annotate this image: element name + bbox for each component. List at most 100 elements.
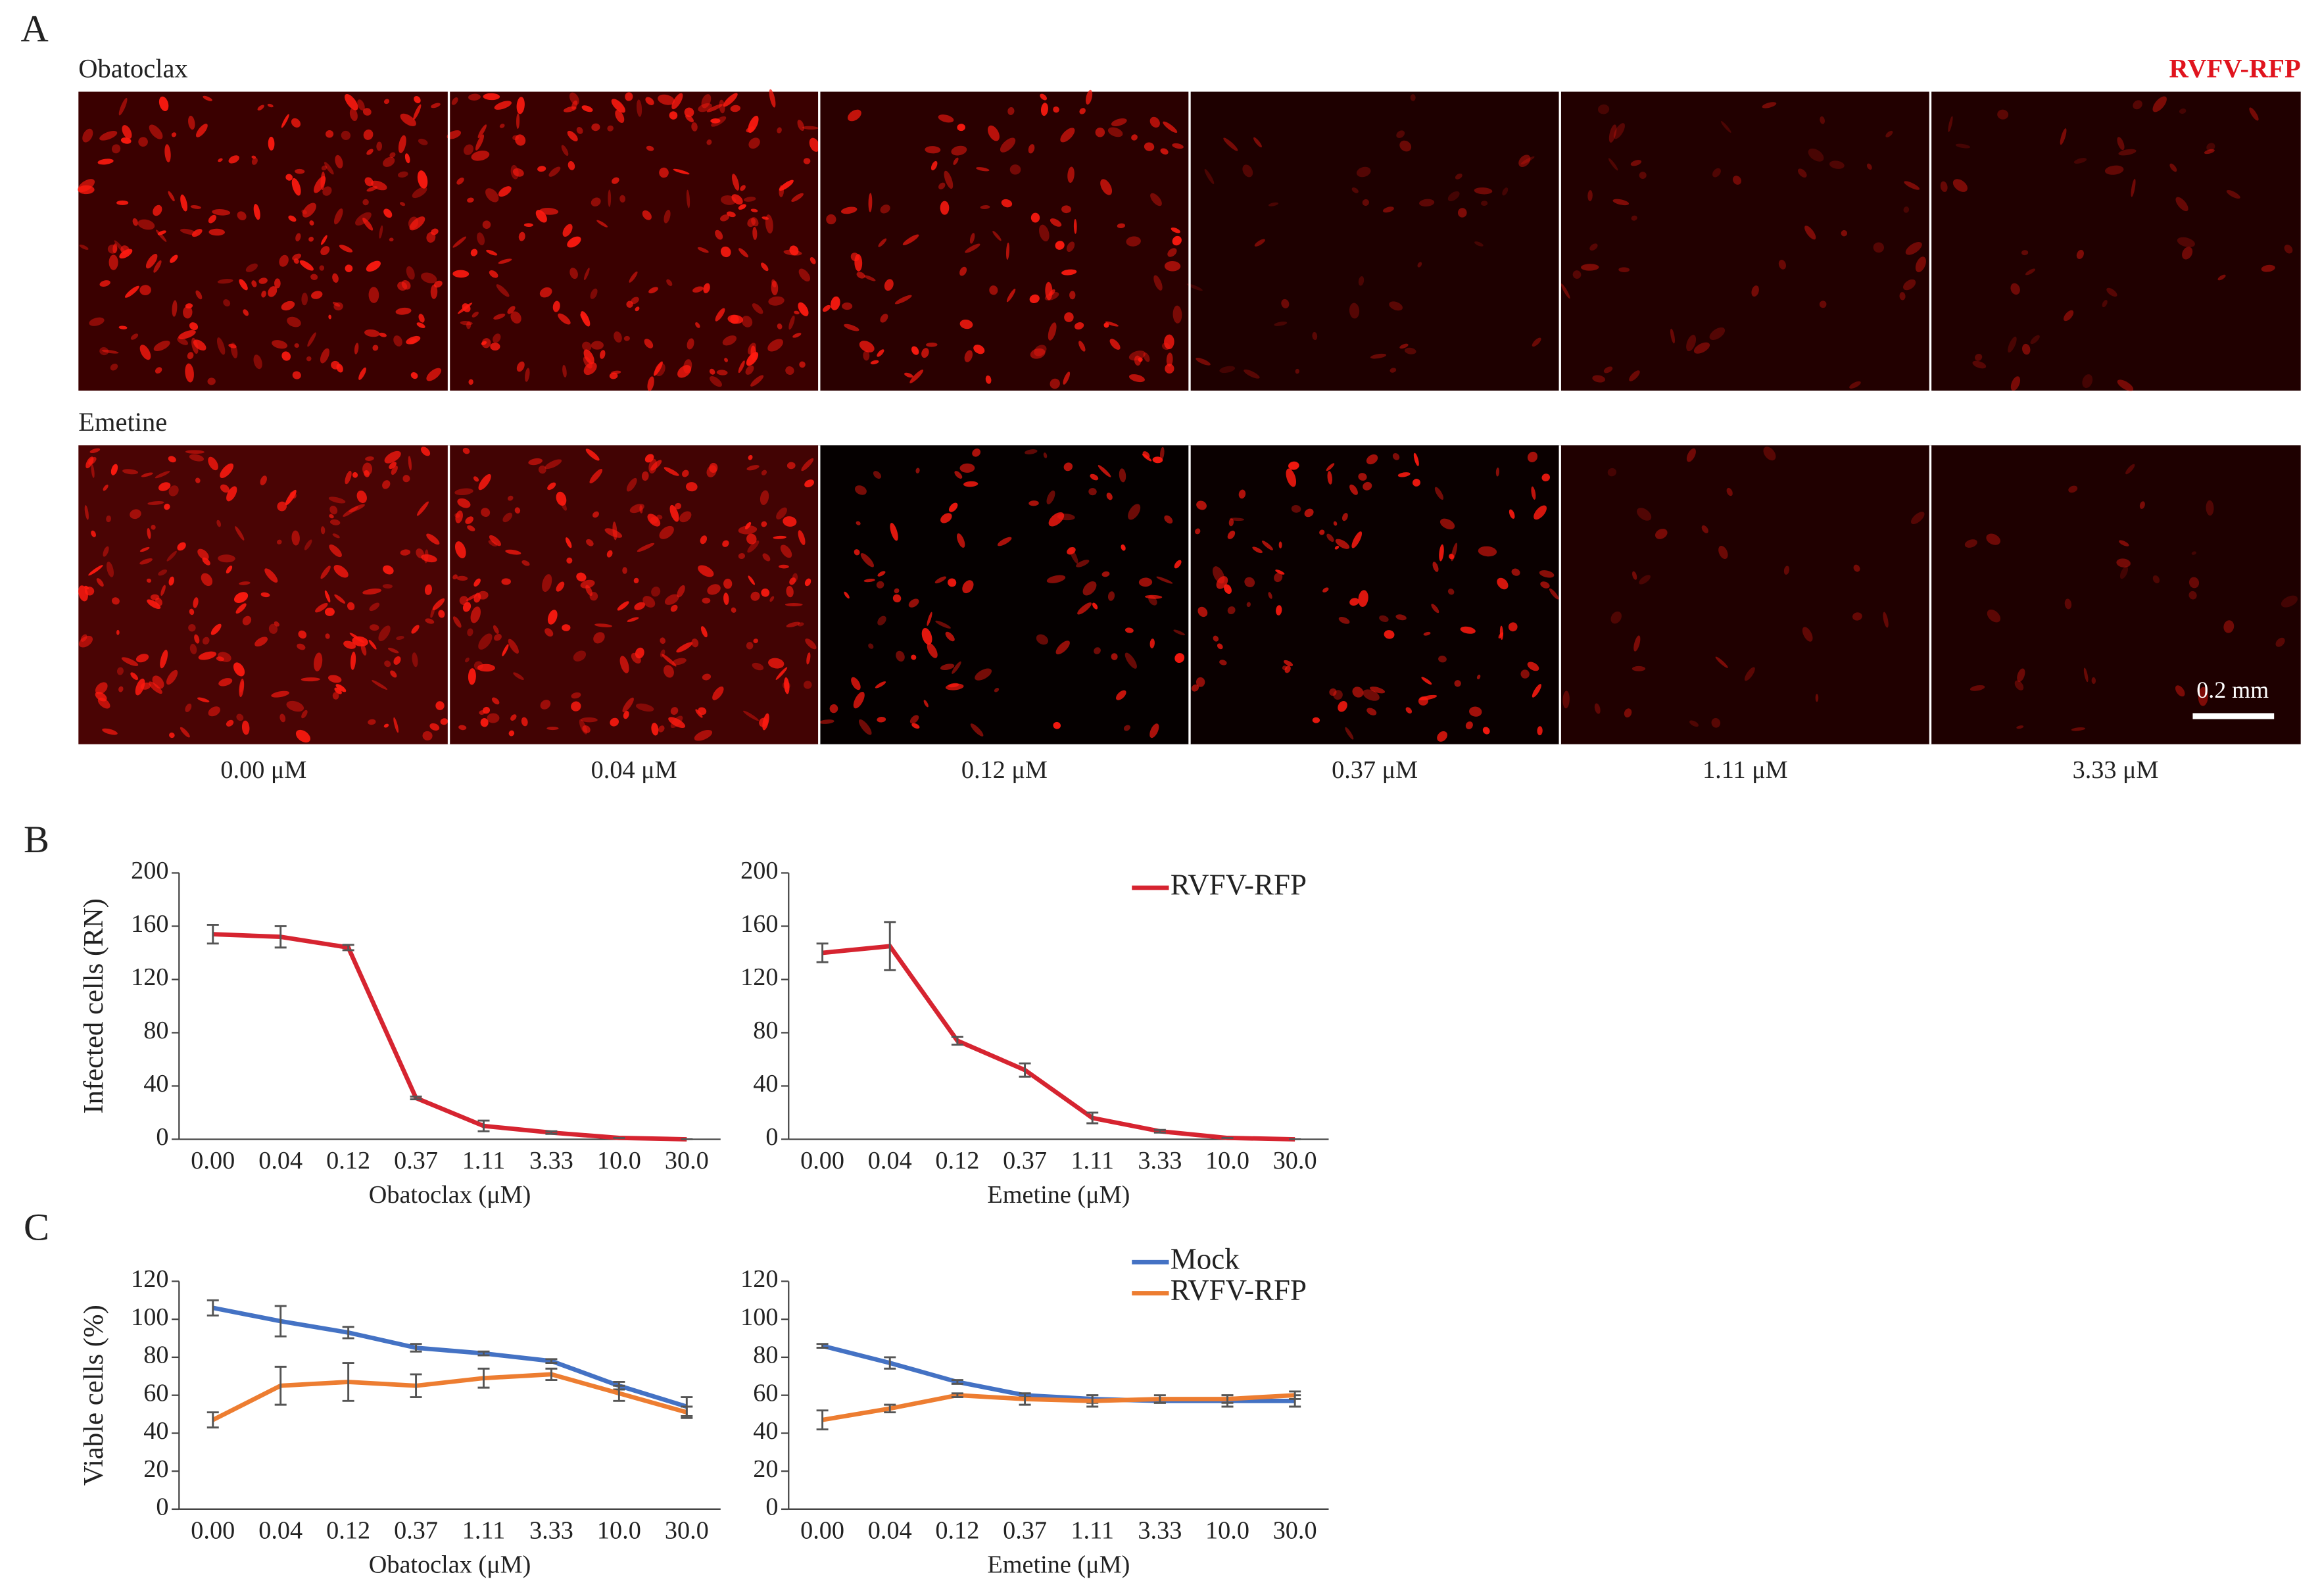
cell-spot	[1610, 611, 1622, 624]
cell-spot	[752, 662, 764, 671]
cell-spot	[1798, 168, 1807, 178]
cell-spot	[2175, 685, 2185, 697]
cell-spot	[372, 345, 379, 351]
cell-spot	[591, 197, 601, 206]
cell-spot	[510, 714, 517, 721]
cell-spot	[672, 658, 687, 665]
cell-spot	[235, 526, 245, 541]
cell-spot	[1885, 130, 1893, 137]
cell-spot	[722, 540, 729, 547]
cell-spot	[1043, 452, 1048, 458]
cell-spot	[350, 651, 356, 670]
cell-spot	[664, 467, 679, 476]
cell-spot	[332, 301, 341, 307]
cell-spot	[393, 717, 399, 733]
cell-spot	[1126, 236, 1141, 247]
row-label: Emetine	[78, 407, 167, 437]
cell-spot	[2152, 575, 2160, 583]
cell-spot	[856, 272, 865, 279]
cell-spot	[1174, 560, 1182, 569]
cell-spot	[710, 118, 721, 124]
cell-spot	[644, 454, 654, 463]
cell-spot	[1940, 181, 1948, 192]
cell-spot	[1849, 381, 1861, 389]
cell-spot	[639, 505, 643, 514]
cell-spot	[1252, 546, 1263, 554]
cell-spot	[743, 710, 759, 721]
cell-spot	[1036, 634, 1049, 645]
cell-spot	[408, 456, 412, 471]
cell-spot	[596, 220, 608, 228]
cell-spot	[507, 306, 516, 314]
cell-spot	[877, 616, 886, 626]
cell-spot	[193, 597, 199, 608]
cell-spot	[746, 465, 760, 471]
cell-spot	[769, 89, 776, 108]
cell-spot	[122, 125, 132, 139]
cell-spot	[767, 339, 783, 352]
cell-spot	[510, 311, 521, 324]
cell-spot	[383, 723, 389, 728]
error-bar	[274, 925, 287, 949]
cell-spot	[480, 717, 489, 727]
cell-spot	[216, 520, 222, 527]
cell-spot	[634, 602, 645, 610]
cell-spot	[875, 681, 886, 689]
cell-spot	[784, 677, 790, 694]
cell-spot	[669, 504, 679, 522]
cell-spot	[297, 643, 306, 650]
cell-spot	[684, 107, 694, 118]
cell-spot	[139, 285, 151, 295]
cell-spot	[366, 149, 374, 155]
x-tick-label: 10.0	[597, 1147, 641, 1174]
cell-spot	[1213, 566, 1225, 584]
cell-spot	[1242, 164, 1253, 178]
cell-spot	[1345, 727, 1354, 740]
cell-spot	[1171, 227, 1180, 233]
cell-spot	[969, 233, 975, 244]
cell-spot	[1629, 370, 1640, 381]
cell-spot	[884, 279, 894, 291]
cell-spot	[1608, 124, 1617, 143]
cell-spot	[195, 290, 203, 300]
cell-spot	[1532, 337, 1541, 347]
cell-spot	[301, 209, 307, 215]
error-bar	[410, 1343, 422, 1353]
cell-spot	[1597, 104, 1610, 114]
cell-spot	[1612, 199, 1630, 206]
x-tick-label: 3.33	[529, 1147, 573, 1174]
cell-spot	[2223, 620, 2235, 633]
cell-spot	[1397, 472, 1411, 477]
cell-spot	[189, 608, 195, 616]
cell-spot	[210, 623, 222, 635]
cell-spot	[703, 283, 710, 293]
cell-spot	[562, 624, 571, 631]
cell-spot	[326, 130, 334, 138]
cell-spot	[962, 580, 974, 594]
cell-spot	[1268, 592, 1272, 599]
cell-spot	[2082, 374, 2093, 388]
cell-spot	[1476, 674, 1481, 680]
cell-spot	[911, 346, 919, 355]
cell-spot	[2182, 247, 2193, 260]
cell-spot	[1437, 731, 1447, 742]
cell-spot	[592, 511, 599, 518]
cell-spot	[349, 504, 365, 513]
cell-spot	[1631, 665, 1646, 671]
cell-spot	[731, 607, 737, 613]
cell-spot	[571, 100, 578, 110]
cell-spot	[281, 351, 291, 361]
x-tick-label: 1.11	[1071, 1517, 1113, 1545]
cell-spot	[208, 214, 216, 224]
x-tick-label: 30.0	[665, 1517, 709, 1545]
cell-spot	[890, 523, 898, 541]
cell-spot	[731, 194, 743, 205]
cell-spot	[321, 165, 327, 171]
cell-spot	[379, 225, 383, 239]
cell-spot	[502, 644, 509, 656]
micrograph	[819, 445, 1190, 744]
dose-label: 1.11 μM	[1703, 756, 1788, 784]
cell-spot	[452, 270, 470, 278]
cell-spot	[710, 376, 722, 387]
cell-spot	[287, 316, 301, 327]
